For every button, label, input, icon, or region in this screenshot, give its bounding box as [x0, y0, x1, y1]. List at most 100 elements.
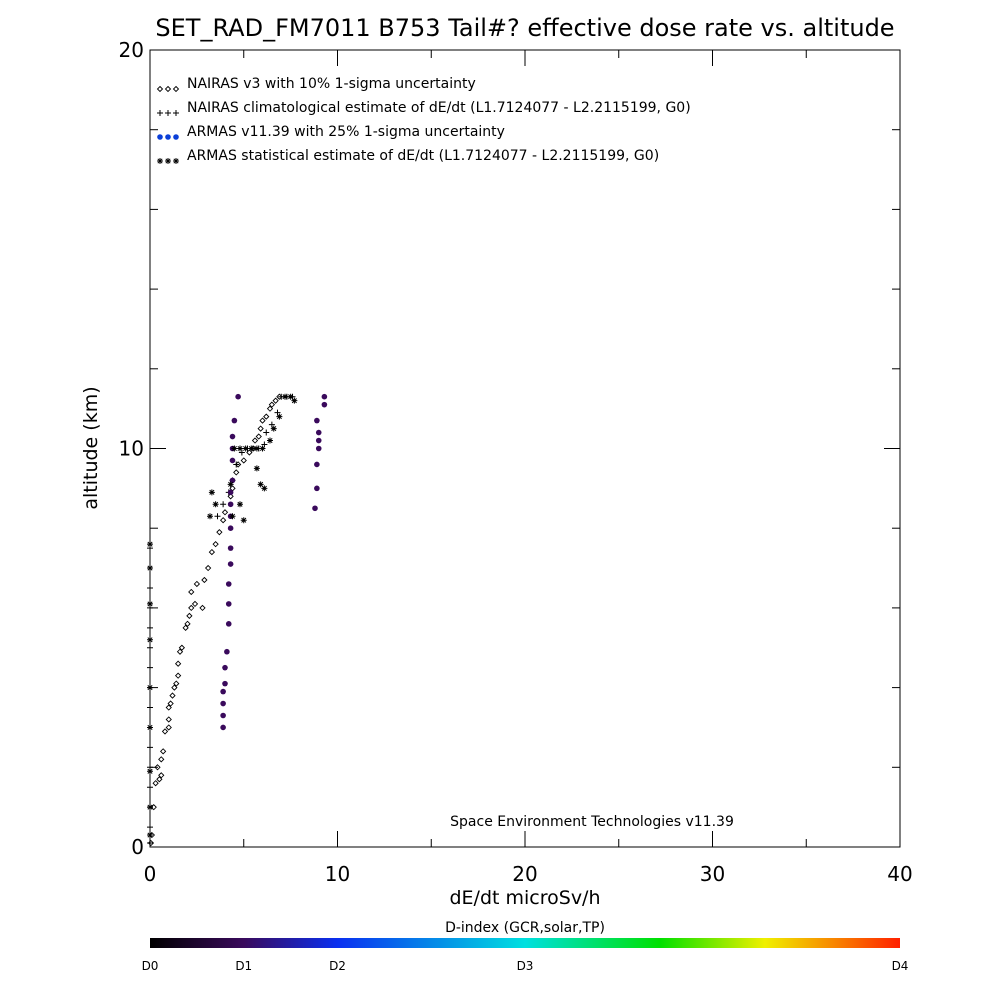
point-dot — [312, 505, 318, 512]
point-plus — [147, 744, 153, 751]
point-asterisk — [259, 445, 266, 452]
point-dot — [220, 688, 226, 695]
legend-entry: ARMAS v11.39 with 25% 1-sigma uncertaint… — [157, 124, 505, 140]
point-diamond — [259, 417, 266, 424]
colorbar — [150, 938, 900, 948]
point-asterisk — [253, 465, 260, 472]
y-tick-label: 20 — [119, 38, 144, 62]
colorbar-label: D3 — [517, 959, 534, 973]
point-diamond — [193, 580, 201, 588]
point-diamond — [150, 804, 157, 811]
point-diamond — [182, 624, 189, 631]
point-asterisk — [291, 397, 298, 404]
x-tick-label: 0 — [144, 862, 157, 886]
point-diamond — [156, 776, 163, 783]
point-diamond — [186, 612, 193, 620]
legend-marker-plus — [173, 110, 179, 116]
point-diamond — [208, 548, 216, 556]
point-diamond — [165, 704, 172, 711]
credit-text: Space Environment Technologies v11.39 — [450, 814, 734, 830]
point-diamond — [266, 405, 274, 412]
series-2 — [147, 393, 296, 847]
legend-marker-plus — [165, 110, 171, 116]
point-dot — [314, 485, 320, 492]
x-tick-label: 30 — [700, 862, 725, 886]
legend-entry: NAIRAS v3 with 10% 1-sigma uncertainty — [156, 76, 476, 93]
data-points — [147, 393, 328, 847]
x-tick-label: 20 — [512, 862, 537, 886]
legend-marker-diamond — [164, 85, 172, 93]
legend-marker-dot — [157, 134, 163, 140]
point-diamond — [169, 692, 176, 699]
point-dot — [220, 712, 226, 719]
x-tick-label: 40 — [887, 862, 912, 886]
point-asterisk — [147, 724, 153, 731]
point-asterisk — [147, 684, 153, 691]
point-plus — [214, 513, 221, 520]
point-diamond — [161, 728, 169, 735]
point-diamond — [165, 724, 172, 731]
point-diamond — [212, 541, 219, 548]
point-diamond — [159, 748, 167, 755]
colorbar-label: D2 — [329, 959, 346, 973]
colorbar-label: D0 — [142, 959, 159, 973]
point-asterisk — [147, 804, 153, 811]
point-diamond — [147, 839, 155, 847]
y-tick-label: 0 — [131, 835, 144, 859]
point-asterisk — [282, 393, 288, 400]
point-asterisk — [227, 481, 234, 488]
legend-marker-dot — [165, 134, 171, 140]
point-dot — [321, 393, 328, 400]
point-plus — [147, 824, 153, 831]
legend-marker-diamond — [172, 85, 180, 93]
y-tick-label: 10 — [119, 437, 144, 461]
point-asterisk — [147, 832, 153, 839]
point-diamond — [263, 413, 270, 420]
point-asterisk — [240, 517, 247, 524]
point-diamond — [240, 457, 247, 464]
point-diamond — [188, 588, 195, 596]
point-diamond — [191, 600, 199, 608]
point-dot — [222, 664, 228, 671]
legend: NAIRAS v3 with 10% 1-sigma uncertainty NA… — [156, 76, 691, 164]
legend-label: NAIRAS v3 with 10% 1-sigma uncertainty — [187, 76, 476, 92]
point-asterisk — [147, 565, 153, 572]
axis-tick-labels: 0 10 20 30 40 0 10 20 — [119, 38, 913, 886]
point-asterisk — [257, 481, 264, 488]
point-asterisk — [237, 445, 243, 452]
legend-entry: NAIRAS climatological estimate of dE/dt … — [157, 100, 691, 116]
point-asterisk — [229, 513, 236, 520]
point-dot — [235, 393, 241, 400]
point-dot — [315, 429, 322, 436]
point-diamond — [221, 509, 229, 516]
point-diamond — [246, 449, 253, 456]
point-diamond — [178, 644, 186, 651]
point-asterisk — [147, 636, 153, 643]
legend-marker-asterisk — [165, 158, 171, 164]
x-axis-label: dE/dt microSv/h — [449, 887, 600, 909]
point-dot — [224, 648, 230, 655]
point-diamond — [158, 756, 165, 763]
point-asterisk — [242, 445, 249, 452]
point-plus — [263, 429, 270, 436]
point-asterisk — [147, 541, 153, 548]
point-dot — [227, 561, 234, 567]
point-diamond — [174, 672, 182, 679]
point-diamond — [184, 620, 191, 627]
series-1 — [147, 393, 283, 847]
legend-marker-dot — [173, 134, 179, 140]
point-diamond — [174, 660, 182, 667]
point-asterisk — [208, 489, 215, 496]
point-diamond — [176, 648, 184, 655]
point-plus — [147, 784, 153, 791]
legend-entry: ARMAS statistical estimate of dE/dt (L1.… — [157, 148, 659, 164]
point-diamond — [165, 716, 172, 723]
legend-marker-plus — [157, 110, 163, 116]
point-dot — [225, 621, 232, 627]
point-asterisk — [212, 501, 219, 508]
point-diamond — [154, 764, 161, 771]
point-dot — [315, 437, 322, 444]
point-plus — [220, 501, 227, 508]
point-asterisk — [248, 445, 255, 452]
